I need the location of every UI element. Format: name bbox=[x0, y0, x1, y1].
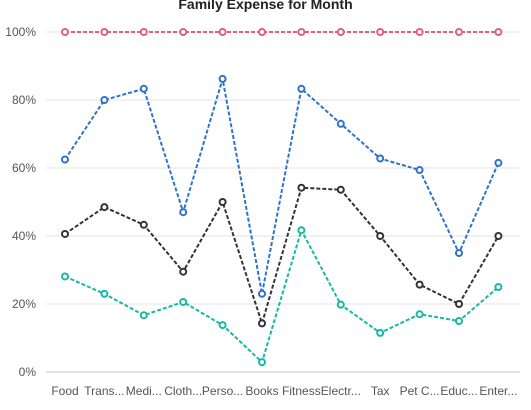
data-point[interactable] bbox=[415, 310, 424, 319]
x-tick-label: Cloth... bbox=[164, 384, 202, 398]
data-point[interactable] bbox=[297, 183, 306, 192]
data-point[interactable] bbox=[139, 28, 148, 36]
series-1 bbox=[61, 74, 503, 298]
series-lines bbox=[61, 28, 503, 367]
data-point[interactable] bbox=[297, 226, 306, 235]
x-axis-ticks: Food Trans... Medi... Cloth... Perso... Books… bbox=[51, 384, 517, 398]
data-point[interactable] bbox=[415, 280, 424, 289]
series-2 bbox=[61, 183, 503, 328]
data-point[interactable] bbox=[376, 28, 385, 36]
data-point[interactable] bbox=[139, 84, 148, 93]
data-point[interactable] bbox=[218, 74, 227, 83]
data-point[interactable] bbox=[336, 28, 345, 36]
data-point[interactable] bbox=[100, 203, 109, 212]
series-line bbox=[64, 186, 500, 327]
data-point[interactable] bbox=[218, 28, 227, 36]
x-tick-label: Fitness bbox=[282, 384, 321, 398]
x-tick-label: Pet C... bbox=[400, 384, 440, 398]
data-point[interactable] bbox=[139, 311, 148, 320]
data-point[interactable] bbox=[455, 28, 463, 36]
series-3 bbox=[61, 226, 503, 367]
y-tick-label: 20% bbox=[12, 297, 36, 311]
x-tick-label: Tax bbox=[371, 384, 390, 398]
data-point[interactable] bbox=[218, 198, 227, 206]
data-point[interactable] bbox=[258, 28, 266, 36]
data-point[interactable] bbox=[455, 317, 463, 325]
x-tick-label: Perso... bbox=[202, 384, 243, 398]
data-point[interactable] bbox=[258, 319, 266, 328]
y-tick-label: 80% bbox=[12, 93, 36, 107]
x-tick-label: Electr... bbox=[321, 384, 361, 398]
data-point[interactable] bbox=[61, 229, 69, 238]
data-point[interactable] bbox=[494, 232, 503, 240]
x-tick-label: Food bbox=[51, 384, 78, 398]
data-point[interactable] bbox=[61, 272, 69, 281]
data-point[interactable] bbox=[415, 166, 424, 175]
data-point[interactable] bbox=[297, 28, 306, 36]
x-tick-label: Educ... bbox=[440, 384, 477, 398]
data-point[interactable] bbox=[100, 289, 109, 298]
data-point[interactable] bbox=[415, 28, 424, 36]
data-point[interactable] bbox=[179, 28, 188, 36]
data-point[interactable] bbox=[100, 28, 109, 36]
data-point[interactable] bbox=[336, 119, 345, 128]
x-tick-label: Trans... bbox=[84, 384, 124, 398]
x-tick-label: Medi... bbox=[126, 384, 162, 398]
data-point[interactable] bbox=[61, 28, 69, 36]
y-tick-label: 100% bbox=[5, 25, 36, 39]
y-tick-label: 0% bbox=[19, 365, 37, 379]
data-point[interactable] bbox=[139, 220, 148, 229]
x-tick-label: Enter... bbox=[479, 384, 517, 398]
data-point[interactable] bbox=[376, 328, 385, 337]
data-point[interactable] bbox=[258, 358, 266, 367]
data-point[interactable] bbox=[376, 154, 385, 163]
data-point[interactable] bbox=[336, 185, 345, 194]
data-point[interactable] bbox=[179, 267, 188, 276]
data-point[interactable] bbox=[494, 283, 503, 291]
x-tick-label: Books bbox=[245, 384, 278, 398]
data-point[interactable] bbox=[494, 28, 503, 36]
data-point[interactable] bbox=[336, 300, 345, 309]
data-point[interactable] bbox=[179, 297, 188, 306]
data-point[interactable] bbox=[100, 96, 109, 104]
y-axis-ticks: 0% 20% 40% 60% 80% 100% bbox=[5, 25, 36, 379]
y-tick-label: 40% bbox=[12, 229, 36, 243]
series-line bbox=[64, 78, 500, 294]
data-point[interactable] bbox=[179, 208, 188, 217]
data-point[interactable] bbox=[258, 289, 266, 298]
data-point[interactable] bbox=[297, 84, 306, 93]
data-point[interactable] bbox=[494, 158, 503, 167]
series-0 bbox=[61, 28, 503, 36]
data-point[interactable] bbox=[376, 232, 385, 240]
grid-lines bbox=[46, 31, 520, 373]
series-line bbox=[64, 227, 500, 364]
data-point[interactable] bbox=[455, 300, 463, 308]
data-point[interactable] bbox=[455, 249, 463, 257]
data-point[interactable] bbox=[218, 321, 227, 330]
y-tick-label: 60% bbox=[12, 161, 36, 175]
chart-title: Family Expense for Month bbox=[178, 0, 353, 12]
data-point[interactable] bbox=[61, 155, 69, 164]
